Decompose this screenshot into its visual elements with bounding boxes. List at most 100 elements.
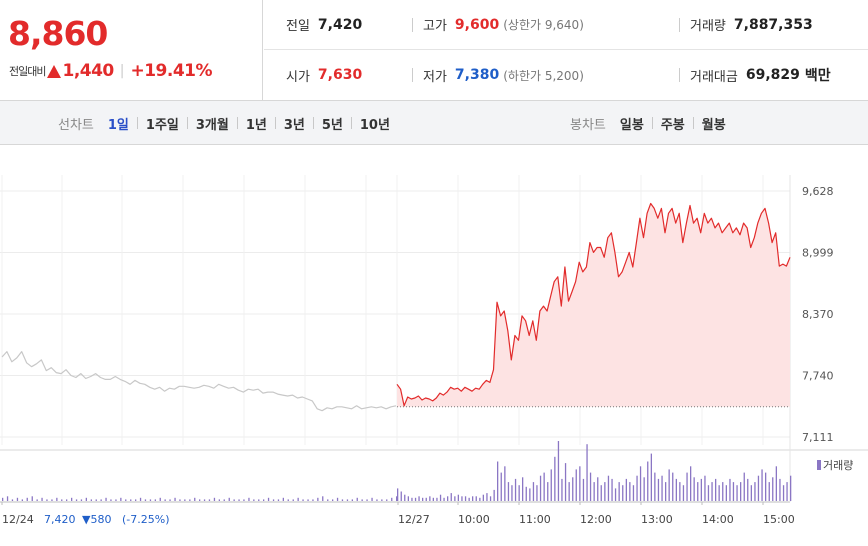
- today-volume-bar: [718, 485, 720, 501]
- x-tick-label: 13:00: [641, 513, 673, 526]
- prev-day-volume-bar: [164, 499, 166, 501]
- change-percent: +19.41%: [130, 61, 213, 81]
- quote-header: 8,860 전일대비 1,440 | +19.41% 전일 7,420 고가 9…: [0, 0, 868, 101]
- today-volume-bar: [425, 497, 427, 501]
- prev-day-volume-bar: [302, 499, 304, 501]
- line-chart-title: 선차트: [58, 117, 94, 133]
- today-volume-bar: [643, 477, 645, 501]
- tab-divider: [136, 117, 138, 129]
- tab-3year[interactable]: 3년: [283, 117, 305, 133]
- today-volume-bar: [579, 466, 581, 501]
- today-volume-bar: [690, 466, 692, 501]
- today-volume-bar: [693, 477, 695, 501]
- prev-day-volume-bar: [258, 499, 260, 501]
- today-volume-bar: [500, 472, 502, 501]
- tab-10year[interactable]: 10년: [359, 117, 390, 133]
- today-volume-bar: [679, 482, 681, 501]
- today-volume-bar: [790, 475, 792, 501]
- prev-day-volume-bar: [21, 499, 23, 501]
- prev-day-volume-bar: [356, 497, 358, 501]
- prev-day-volume-bar: [90, 499, 92, 501]
- prev-day-volume-bar: [26, 497, 28, 501]
- prev-day-volume-bar: [248, 497, 250, 501]
- today-volume-bar: [586, 444, 588, 501]
- today-volume-bar: [650, 453, 652, 501]
- today-volume-bar: [529, 488, 531, 501]
- x-tick-label: 11:00: [519, 513, 551, 526]
- tab-divider: [692, 117, 694, 129]
- high-value: 9,600: [454, 16, 500, 33]
- prev-day-volume-bar: [253, 499, 255, 501]
- prev-day-close: 7,420: [44, 513, 76, 526]
- today-volume-bar: [589, 472, 592, 501]
- prev-day-volume-bar: [46, 499, 48, 501]
- prev-day-volume-bar: [228, 497, 230, 501]
- prev-day-volume-bar: [154, 499, 156, 501]
- today-volume-bar: [411, 497, 413, 501]
- candle-chart-tabs: 봉차트 일봉 주봉 월봉: [570, 101, 726, 145]
- today-volume-bar: [740, 482, 742, 501]
- amount-cell: 거래대금 69,829 백만: [679, 65, 831, 85]
- today-volume-bar: [397, 488, 399, 501]
- today-volume-bar: [593, 482, 595, 501]
- current-price: 8,860: [8, 14, 108, 53]
- today-volume-bar: [761, 469, 763, 501]
- y-tick-label: 8,370: [802, 308, 834, 321]
- tab-3month[interactable]: 3개월: [195, 117, 229, 133]
- prev-day-volume-bar: [332, 499, 334, 501]
- x-tick-label: 12:00: [580, 513, 612, 526]
- volume-legend-swatch: [817, 460, 821, 470]
- volume-label: 거래량: [690, 19, 726, 34]
- prev-day-volume-bar: [2, 497, 4, 501]
- low-label: 저가: [423, 69, 447, 85]
- prev-day-volume-bar: [125, 499, 127, 501]
- x-tick-label: 14:00: [702, 513, 734, 526]
- x-tick-label: 10:00: [458, 513, 490, 526]
- today-volume-bar: [539, 475, 542, 501]
- prev-day-volume-bar: [120, 497, 122, 501]
- prev-day-volume-bar: [341, 499, 344, 501]
- quote-info-grid: 전일 7,420 고가 9,600 (상한가 9,640) 거래량 7,887,…: [264, 0, 868, 101]
- low-cell: 저가 7,380 (하한가 5,200): [412, 66, 584, 85]
- today-volume-bar: [511, 485, 513, 501]
- tab-divider: [186, 117, 188, 129]
- tab-divider: [274, 117, 276, 129]
- prev-day-volume-bar: [16, 497, 19, 501]
- tab-5year[interactable]: 5년: [321, 117, 343, 133]
- tab-1week[interactable]: 1주일: [145, 117, 179, 133]
- today-volume-bar: [564, 463, 567, 501]
- prev-day-volume-bar: [267, 497, 270, 501]
- tab-daily-candle[interactable]: 일봉: [619, 117, 644, 133]
- x-tick-label: 12/27: [398, 513, 430, 526]
- today-volume-bar: [747, 478, 749, 501]
- today-volume-bar: [729, 478, 731, 501]
- prev-day-volume-bar: [282, 497, 284, 501]
- cell-divider: [679, 68, 680, 82]
- today-volume-bar: [432, 497, 434, 501]
- prev-day-volume-bar: [194, 497, 196, 501]
- today-volume-bar: [400, 491, 402, 501]
- today-volume-bar: [697, 482, 699, 501]
- cell-divider: [412, 68, 413, 82]
- prev-day-volume-bar: [169, 499, 171, 501]
- low-value: 7,380: [454, 67, 500, 83]
- today-volume-bar: [625, 478, 627, 501]
- amount-unit: 백만: [804, 68, 831, 84]
- prev-day-volume-bar: [272, 499, 275, 501]
- tab-1year[interactable]: 1년: [245, 117, 267, 133]
- today-volume-bar: [575, 469, 577, 501]
- prev-day-volume-bar: [381, 499, 383, 501]
- prev-day-volume-bar: [80, 499, 83, 501]
- tab-monthly-candle[interactable]: 월봉: [701, 117, 726, 133]
- prev-day-volume-bar: [100, 499, 102, 501]
- today-volume-bar: [561, 478, 563, 501]
- prev-day-volume-bar: [263, 499, 265, 501]
- tab-weekly-candle[interactable]: 주봉: [660, 117, 685, 133]
- tab-1day[interactable]: 1일: [107, 117, 129, 133]
- today-volume-bar: [711, 482, 713, 501]
- prev-day-volume-bar: [287, 499, 289, 501]
- today-volume-bar: [600, 485, 602, 501]
- x-axis-ticks: 12/24 12/27 10:00 11:00 12:00 13:00 14:00 15:00: [1, 502, 795, 526]
- prev-day-volume-bar: [351, 499, 353, 501]
- today-volume-bar: [454, 496, 456, 501]
